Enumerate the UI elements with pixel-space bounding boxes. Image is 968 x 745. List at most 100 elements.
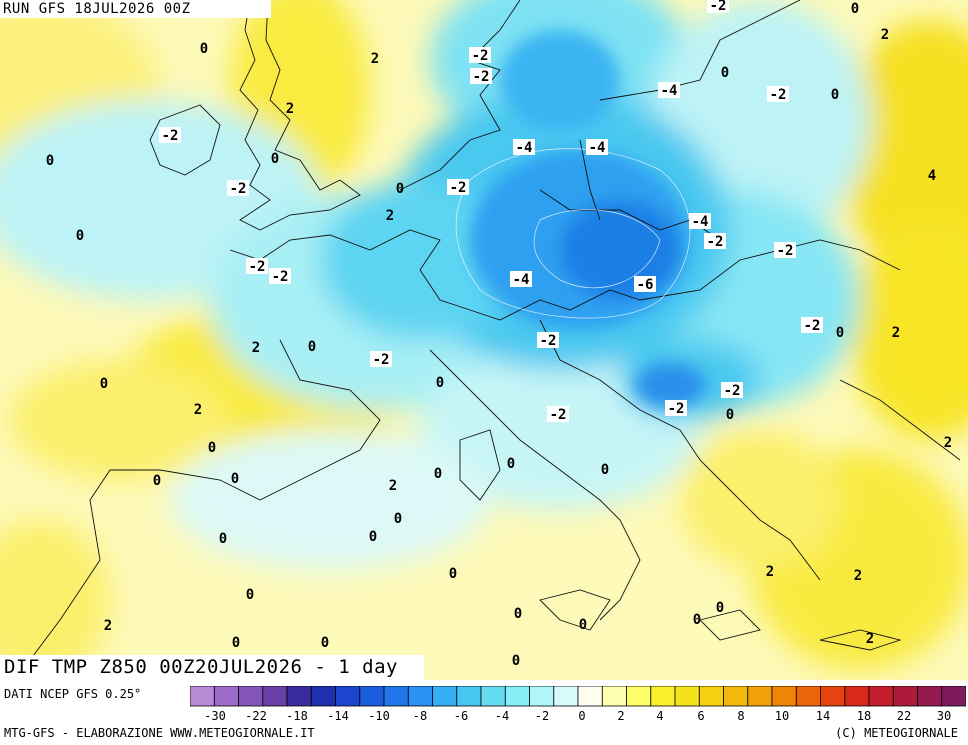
colorbar-swatch <box>723 686 749 707</box>
isoline-label: 0 <box>716 600 724 616</box>
colorbar-tick-label: 4 <box>656 709 664 723</box>
isoline-label: 0 <box>208 440 216 456</box>
isoline-label: 0 <box>512 653 520 669</box>
isoline-label-bg <box>774 242 796 258</box>
colorbar-swatch <box>407 686 434 707</box>
colorbar-tick-label: 8 <box>737 709 745 723</box>
colorbar-swatch <box>383 686 409 707</box>
colorbar-tick-label: -2 <box>534 709 550 723</box>
isoline-label: 0 <box>46 153 54 169</box>
isoline-label: -2 <box>550 407 567 423</box>
isoline-label: 0 <box>369 529 377 545</box>
colorbar-tick-label: -18 <box>286 709 308 723</box>
isoline-label: -2 <box>804 318 821 334</box>
isoline-label: -2 <box>162 128 179 144</box>
isoline-label-bg <box>469 47 491 63</box>
isoline-label: 0 <box>394 511 402 527</box>
colorbar-swatch <box>577 686 603 707</box>
colorbar <box>190 686 966 707</box>
isoline-label: 2 <box>386 208 394 224</box>
colorbar-swatch <box>286 686 312 707</box>
colorbar-swatch <box>456 686 482 707</box>
colorbar-swatch <box>310 686 337 707</box>
isoline-label: -2 <box>473 69 490 85</box>
colorbar-swatch <box>432 686 458 707</box>
isoline-label-bg <box>513 139 535 155</box>
colorbar-tick-label: 30 <box>936 709 952 723</box>
colorbar-tick-label: 18 <box>856 709 872 723</box>
isoline-label-bg <box>689 213 711 229</box>
colorbar-swatch <box>553 686 579 707</box>
isoline-label: 0 <box>507 456 515 472</box>
isoline-label-bg <box>665 400 687 416</box>
colorbar-swatch <box>674 686 700 707</box>
isoline-label: 0 <box>601 462 609 478</box>
data-source: DATI NCEP GFS 0.25° <box>4 687 142 701</box>
colorbar-swatch <box>650 686 676 707</box>
isoline-label-bg <box>704 233 726 249</box>
isoline-label: -2 <box>707 234 724 250</box>
colorbar-tick-label: 14 <box>815 709 831 723</box>
coastlines <box>29 0 961 661</box>
run-title: RUN GFS 18JUL2026 00Z <box>0 0 271 18</box>
isoline-label: -2 <box>472 48 489 64</box>
isoline-label: -2 <box>710 0 727 14</box>
colorbar-swatch <box>892 686 918 707</box>
colorbar-swatch <box>771 686 797 707</box>
colorbar-tick-label: -8 <box>412 709 428 723</box>
isoline-label-bg <box>370 351 392 367</box>
colorbar-tick-label: 6 <box>697 709 705 723</box>
isoline-label: -2 <box>770 87 787 103</box>
isoline-label: -2 <box>724 383 741 399</box>
isoline-label: 0 <box>231 471 239 487</box>
colorbar-tick-label: -6 <box>453 709 469 723</box>
isoline-label: -4 <box>589 140 606 156</box>
isoline-label: -4 <box>513 272 530 288</box>
isoline-label-bg <box>707 0 729 13</box>
colorbar-tick-label: 2 <box>617 709 625 723</box>
isoline-label: 0 <box>76 228 84 244</box>
isoline-label: 0 <box>321 635 329 651</box>
colorbar-swatch <box>359 686 385 707</box>
isoline-label-bg <box>447 179 469 195</box>
anomaly-fill <box>0 0 968 680</box>
isoline-label-bg <box>159 127 181 143</box>
colorbar-swatch <box>626 686 652 707</box>
isoline-label: 2 <box>389 478 397 494</box>
colorbar-swatch <box>213 686 239 707</box>
colorbar-swatch <box>917 686 943 707</box>
isoline-label: 0 <box>721 65 729 81</box>
isoline-label: 0 <box>831 87 839 103</box>
isoline-label: -4 <box>661 83 678 99</box>
isoline-label: 2 <box>766 564 774 580</box>
colorbar-swatch <box>868 686 894 707</box>
colorbar-swatch <box>480 686 506 707</box>
isoline-label: 2 <box>252 340 260 356</box>
credit-right: (C) METEOGIORNALE <box>835 726 958 740</box>
isoline-label-bg <box>547 406 569 422</box>
colorbar-tick-label: 10 <box>774 709 790 723</box>
isoline-label: -2 <box>272 269 289 285</box>
isoline-label: 0 <box>514 606 522 622</box>
isoline-label: -2 <box>249 259 266 275</box>
colorbar-tick-label: -4 <box>494 709 510 723</box>
isoline-label-bg <box>227 180 249 196</box>
isoline-label: 2 <box>892 325 900 341</box>
isoline-label: -4 <box>516 140 533 156</box>
colorbar-tick-label: 22 <box>896 709 912 723</box>
isoline-label: 2 <box>866 631 874 647</box>
isoline-label-bg <box>510 271 532 287</box>
isoline-label: 0 <box>232 635 240 651</box>
isoline-label-bg <box>658 82 680 98</box>
colorbar-swatch <box>941 686 966 707</box>
colorbar-tick-label: -30 <box>204 709 226 723</box>
isoline-label: 0 <box>396 181 404 197</box>
isoline-label: 2 <box>371 51 379 67</box>
colorbar-swatch <box>238 686 264 707</box>
colorbar-swatch <box>504 686 530 707</box>
credit-left: MTG-GFS - ELABORAZIONE WWW.METEOGIORNALE… <box>4 726 315 740</box>
isoline-label-bg <box>721 382 743 398</box>
colorbar-swatch <box>844 686 870 707</box>
colorbar-tick-label: -10 <box>368 709 390 723</box>
